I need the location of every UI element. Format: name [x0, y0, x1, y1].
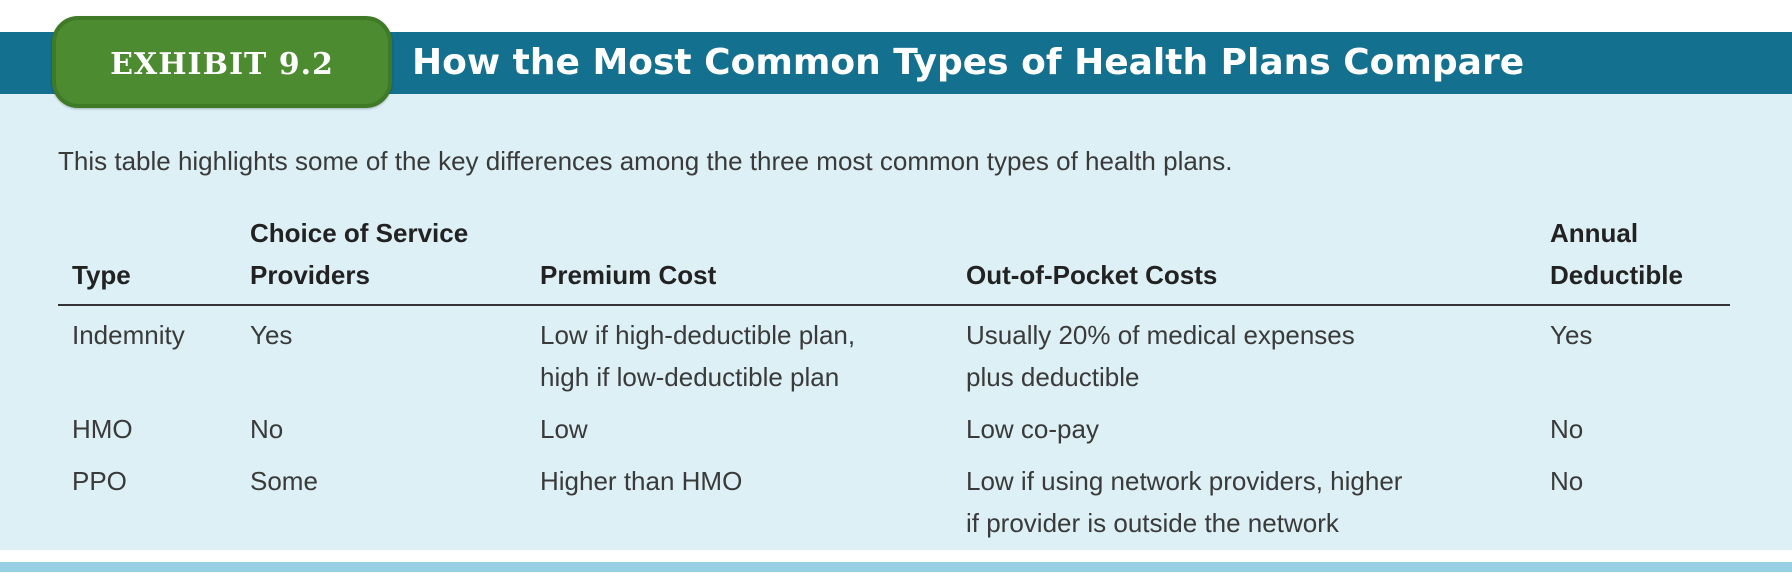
cell-oop: Usually 20% of medical expenses plus ded… [952, 305, 1536, 400]
cell-choice: No [250, 414, 284, 444]
cell-oop-line1: Low co-pay [966, 414, 1099, 444]
cell-type: PPO [72, 466, 127, 496]
header-choice-line1: Choice of Service [250, 218, 469, 248]
cell-oop: Low co-pay [952, 400, 1536, 452]
table-row: Indemnity Yes Low if high-deductible pla… [58, 305, 1730, 400]
cell-oop-line1: Usually 20% of medical expenses [966, 320, 1355, 350]
header-oop-label: Out-of-Pocket Costs [966, 260, 1218, 290]
cell-deductible: No [1550, 414, 1584, 444]
cell-oop-line2: if provider is outside the network [966, 508, 1339, 538]
cell-premium-line1: Higher than HMO [540, 466, 743, 496]
health-plans-table: Type Choice of Service Providers Premium… [58, 212, 1730, 546]
table-row: HMO No Low Low co-pay No [58, 400, 1730, 452]
cell-premium-line2: high if low-deductible plan [540, 362, 840, 392]
table-row: PPO Some Higher than HMO Low if using ne… [58, 452, 1730, 546]
header-type-label: Type [72, 260, 131, 290]
header-deductible: Annual Deductible [1536, 212, 1730, 306]
exhibit-intro: This table highlights some of the key di… [58, 146, 1233, 176]
header-premium: Premium Cost [526, 212, 952, 306]
cell-oop-line1: Low if using network providers, higher [966, 466, 1403, 496]
exhibit-label: EXHIBIT 9.2 [110, 46, 334, 82]
header-deductible-line1: Annual [1550, 218, 1639, 248]
cell-premium: Low if high-deductible plan, high if low… [526, 305, 952, 400]
cell-choice: Yes [250, 320, 293, 350]
cell-premium: Low [526, 400, 952, 452]
header-premium-label: Premium Cost [540, 260, 717, 290]
cell-type: Indemnity [72, 320, 185, 350]
exhibit-title: How the Most Common Types of Health Plan… [412, 42, 1525, 83]
cell-premium-line1: Low if high-deductible plan, [540, 320, 856, 350]
cell-premium-line1: Low [540, 414, 588, 444]
header-choice: Choice of Service Providers [236, 212, 526, 306]
cell-deductible: Yes [1550, 320, 1593, 350]
cell-oop-line2: plus deductible [966, 362, 1140, 392]
header-type: Type [58, 212, 236, 306]
cell-premium: Higher than HMO [526, 452, 952, 546]
cell-oop: Low if using network providers, higher i… [952, 452, 1536, 546]
exhibit-panel [0, 92, 1792, 550]
cell-deductible: No [1550, 466, 1584, 496]
table-header-row: Type Choice of Service Providers Premium… [58, 212, 1730, 306]
header-choice-line2: Providers [250, 260, 370, 290]
cell-choice: Some [250, 466, 318, 496]
cell-type: HMO [72, 414, 133, 444]
header-deductible-line2: Deductible [1550, 260, 1683, 290]
bottom-rule [0, 562, 1792, 572]
exhibit-badge: EXHIBIT 9.2 [52, 16, 392, 108]
header-oop: Out-of-Pocket Costs [952, 212, 1536, 306]
